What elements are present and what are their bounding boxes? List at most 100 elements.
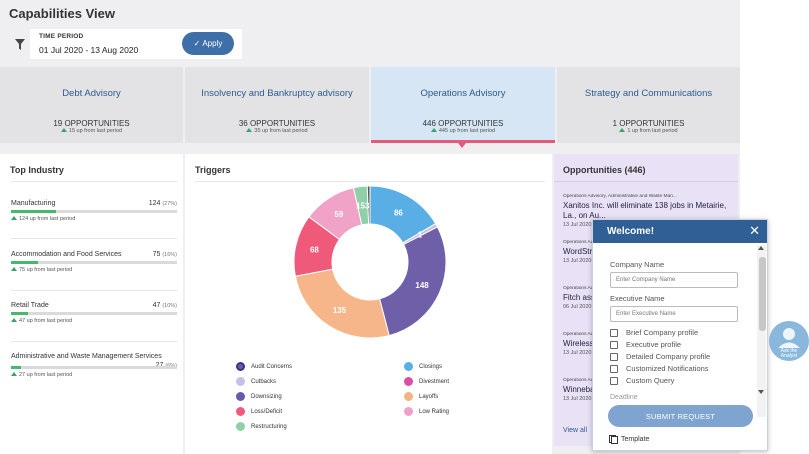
card-change: 445 up from last period (371, 128, 555, 134)
checkbox[interactable] (610, 340, 618, 349)
scroll-up-icon[interactable] (758, 246, 764, 250)
close-icon[interactable]: ✕ (749, 223, 760, 238)
apply-button[interactable]: ✓ Apply (182, 32, 234, 55)
up-arrow-icon (430, 128, 437, 132)
card-opportunities: 1 OPPORTUNITIES (612, 119, 685, 128)
donut-label: 153 (356, 201, 370, 210)
opportunity-item[interactable]: Operations Advisory, Administrative and … (563, 194, 733, 228)
legend-swatch (236, 392, 245, 401)
divider (11, 341, 177, 342)
up-arrow-icon (619, 128, 626, 132)
check-icon: ✓ (193, 39, 201, 48)
scrollbar-thumb[interactable] (759, 257, 766, 331)
legend-divestment[interactable]: Divestment (404, 377, 449, 386)
analyst-avatar-icon (778, 328, 800, 348)
deadline-label: Deadline (610, 394, 638, 399)
card-debt-advisory[interactable]: Debt Advisory 19 OPPORTUNITIES 15 up fro… (0, 67, 183, 143)
legend-swatch (236, 407, 245, 416)
legend-downsizing[interactable]: Downsizing (236, 392, 282, 401)
view-all-link[interactable]: View all (563, 427, 587, 434)
card-opportunities: 19 OPPORTUNITIES (53, 119, 130, 128)
top-industry-title: Top Industry (10, 165, 64, 175)
legend-closings[interactable]: Closings (404, 362, 442, 371)
divider (11, 181, 177, 182)
up-arrow-icon (246, 128, 253, 132)
executive-name-label: Executive Name (610, 294, 665, 303)
top-industry-panel: Top Industry Manufacturing 124 (27%) 124… (0, 154, 183, 454)
divider (11, 238, 177, 239)
industry-bar (11, 261, 177, 264)
donut-label: 68 (310, 245, 319, 254)
checkbox[interactable] (610, 364, 618, 373)
legend-layoffs[interactable]: Layoffs (404, 392, 438, 401)
up-arrow-icon (60, 128, 67, 132)
donut-label: 86 (394, 209, 403, 218)
checkbox[interactable] (610, 376, 618, 385)
industry-value: 75 (16%) (152, 251, 177, 258)
donut-label: 59 (334, 210, 343, 219)
card-change: 1 up from last period (557, 128, 740, 134)
active-card-pointer (458, 143, 466, 148)
company-name-input[interactable]: Enter Company Name (610, 272, 738, 288)
card-name: Insolvency and Bankruptcy advisory (201, 88, 353, 99)
modal-scrollbar[interactable] (757, 245, 766, 417)
donut-slice-audit-concerns[interactable] (366, 185, 371, 225)
card-operations-advisory[interactable]: Operations Advisory 446 OPPORTUNITIES 44… (371, 67, 555, 143)
modal-title: Welcome! (607, 226, 655, 237)
divider (195, 181, 545, 182)
triggers-title: Triggers (195, 165, 231, 175)
industry-change: 27 up from last period (11, 372, 72, 378)
divider (11, 290, 177, 291)
triggers-donut-chart: 86 1 148 135 68 59 153 (293, 185, 447, 339)
legend-swatch (236, 422, 245, 431)
apply-label: Apply (202, 39, 223, 48)
option-executive-profile[interactable]: Executive profile (610, 340, 681, 349)
industry-change: 124 up from last period (11, 216, 75, 222)
option-customized-notifications[interactable]: Customized Notifications (610, 364, 709, 373)
donut-slice-downsizing[interactable] (378, 226, 447, 337)
industry-bar (11, 210, 177, 213)
industry-name: Accommodation and Food Services (11, 251, 122, 258)
checkbox[interactable] (610, 328, 618, 337)
legend-loss-deficit[interactable]: Loss/Deficit (236, 407, 282, 416)
divider (554, 181, 738, 182)
executive-name-input[interactable]: Enter Executive Name (610, 306, 738, 322)
industry-value: 47 (10%) (152, 302, 177, 309)
submit-request-button[interactable]: SUBMIT REQUEST (608, 405, 753, 427)
time-period-filter[interactable]: TIME PERIOD 01 Jul 2020 - 13 Aug 2020 ✓ … (30, 29, 242, 59)
scroll-down-icon[interactable] (758, 390, 764, 394)
donut-label: 1 (418, 231, 423, 240)
legend-cutbacks[interactable]: Cutbacks (236, 377, 276, 386)
option-brief-company-profile[interactable]: Brief Company profile (610, 328, 698, 337)
legend-swatch (404, 407, 413, 416)
opportunities-title: Opportunities (446) (563, 165, 646, 175)
legend-restructuring[interactable]: Restructuring (236, 422, 287, 431)
capability-cards: Debt Advisory 19 OPPORTUNITIES 15 up fro… (0, 67, 740, 144)
donut-label: 148 (415, 281, 429, 290)
industry-name: Retail Trade (11, 302, 49, 309)
time-period-value[interactable]: 01 Jul 2020 - 13 Aug 2020 (39, 45, 139, 55)
checkbox[interactable] (610, 352, 618, 361)
industry-bar (11, 366, 177, 369)
ask-analyst-button[interactable]: Ask the Analyst (769, 321, 809, 361)
up-arrow-icon (11, 372, 17, 376)
card-opportunities: 446 OPPORTUNITIES (422, 119, 504, 128)
card-name: Operations Advisory (420, 88, 506, 99)
company-name-label: Company Name (610, 260, 665, 269)
option-custom-query[interactable]: Custom Query (610, 376, 674, 385)
template-link[interactable]: Template (609, 435, 649, 444)
ask-analyst-label: Ask the Analyst (780, 348, 798, 359)
opportunity-headline[interactable]: Xanitos Inc. will eliminate 138 jobs in … (563, 201, 727, 220)
option-detailed-company-profile[interactable]: Detailed Company profile (610, 352, 710, 361)
card-insolvency[interactable]: Insolvency and Bankruptcy advisory 36 OP… (185, 67, 369, 143)
industry-bar (11, 312, 177, 315)
card-change: 35 up from last period (185, 128, 369, 134)
legend-swatch (404, 392, 413, 401)
legend-low-rating[interactable]: Low Rating (404, 407, 449, 416)
legend-audit-concerns[interactable]: Audit Concerns (236, 362, 292, 371)
filter-icon[interactable] (10, 34, 30, 54)
card-strategy[interactable]: Strategy and Communications 1 OPPORTUNIT… (557, 67, 740, 143)
card-change: 15 up from last period (0, 128, 183, 134)
up-arrow-icon (11, 267, 17, 271)
donut-slice-layoffs[interactable] (294, 268, 390, 339)
